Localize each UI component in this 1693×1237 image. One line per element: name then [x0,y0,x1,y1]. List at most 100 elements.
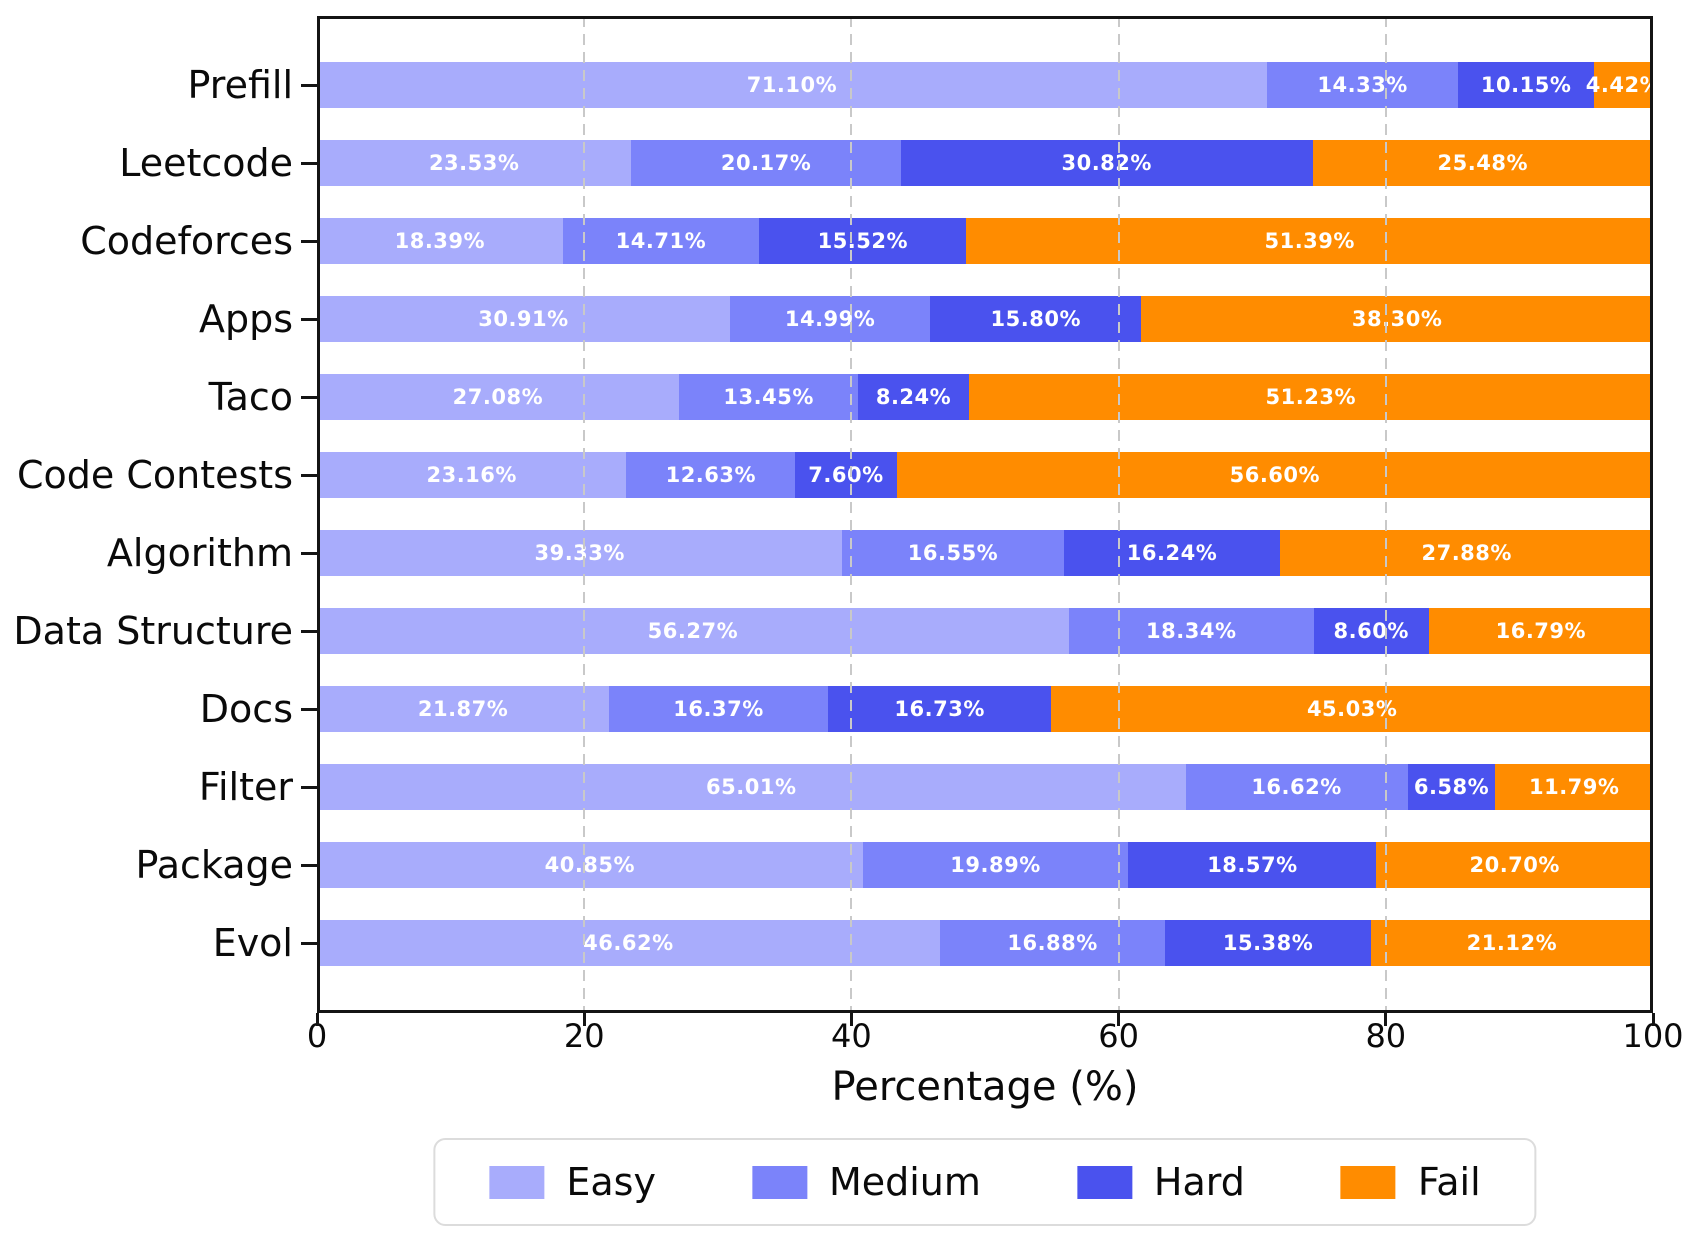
bar-segment-medium: 16.62% [1185,764,1408,810]
bar-segment-medium: 14.99% [729,296,931,342]
legend-item-fail: Fail [1340,1160,1481,1204]
y-axis-tick [301,707,317,711]
bar-value-label: 15.80% [990,307,1081,331]
bar-row-codeforces: 18.39% 14.71% 15.52% 51.39% [317,218,1653,264]
bar-segment-hard: 16.24% [1063,530,1281,576]
bar-value-label: 14.71% [615,229,707,253]
x-axis-tick [1651,1013,1655,1026]
y-axis-label-filter: Filter [198,765,293,809]
y-axis-label-data-structure: Data Structure [13,609,293,653]
bar-segment-easy: 23.16% [317,452,627,498]
bar-segment-easy: 27.08% [317,374,679,420]
legend-swatch-hard [1076,1165,1132,1199]
y-axis-tick [301,473,317,477]
bar-segment-easy: 30.91% [317,296,730,342]
bar-value-label: 20.17% [720,151,812,175]
bar-segment-easy: 56.27% [317,608,1069,654]
bar-value-label: 8.60% [1333,619,1409,643]
bar-segment-easy: 39.33% [317,530,843,576]
bar-value-label: 8.24% [875,385,952,409]
bar-segment-hard: 16.73% [827,686,1052,732]
gridline-40 [850,16,853,1013]
y-axis-tick [301,395,317,399]
bar-value-label: 16.79% [1495,619,1587,643]
bar-value-label: 23.16% [426,463,517,487]
bar-segment-medium: 13.45% [678,374,859,420]
x-axis-tick-label-0: 0 [306,1017,328,1055]
x-axis-tick [315,1013,319,1026]
bar-value-label: 18.57% [1207,853,1298,877]
legend-item-easy: Easy [489,1160,656,1204]
bar-row-algorithm: 39.33% 16.55% 16.24% 27.88% [317,530,1653,576]
bar-value-label: 23.53% [428,151,520,175]
bar-segment-medium: 19.89% [862,842,1129,888]
bar-value-label: 30.82% [1061,151,1152,175]
bar-segment-hard: 15.80% [930,296,1142,342]
bar-segment-easy: 40.85% [317,842,863,888]
bar-value-label: 51.39% [1264,229,1355,253]
bar-segment-medium: 16.37% [609,686,828,732]
bar-value-label: 21.87% [417,697,509,721]
bar-value-label: 65.01% [706,775,797,799]
y-axis-tick [301,83,317,87]
bar-row-evol: 46.62% 16.88% 15.38% 21.12% [317,920,1653,966]
gridline-80 [1384,16,1387,1013]
bar-value-label: 20.70% [1469,853,1560,877]
bar-segment-fail: 45.03% [1051,686,1653,732]
bar-value-label: 40.85% [544,853,636,877]
y-axis-tick [301,161,317,165]
bar-value-label: 7.60% [808,463,884,487]
y-axis-tick [301,629,317,633]
bar-value-label: 16.73% [894,697,985,721]
x-axis-tick [1384,1013,1388,1026]
bar-value-label: 4.42% [1585,73,1662,97]
bar-segment-hard: 7.60% [795,452,897,498]
bar-segment-fail: 51.39% [966,218,1653,264]
y-axis-label-evol: Evol [212,921,293,965]
y-axis-tick [301,941,317,945]
bar-segment-hard: 8.60% [1313,608,1429,654]
bar-segment-fail: 25.48% [1312,140,1653,186]
y-axis-label-code-contests: Code Contests [16,453,293,497]
bar-value-label: 13.45% [723,385,814,409]
legend-item-hard: Hard [1076,1160,1245,1204]
bar-segment-hard: 30.82% [900,140,1313,186]
legend: Easy Medium Hard Fail [433,1138,1537,1226]
bar-segment-easy: 21.87% [317,686,610,732]
bar-segment-hard: 6.58% [1407,764,1496,810]
bar-value-label: 56.27% [647,619,739,643]
y-axis-tick [301,785,317,789]
legend-label: Hard [1153,1160,1245,1204]
bar-segment-easy: 71.10% [317,62,1267,108]
bar-segment-medium: 14.71% [562,218,760,264]
bar-segment-medium: 14.33% [1266,62,1459,108]
y-axis-label-codeforces: Codeforces [80,219,293,263]
bar-row-apps: 30.91% 14.99% 15.80% 38.30% [317,296,1653,342]
y-axis-tick [301,239,317,243]
bar-value-label: 71.10% [746,73,838,97]
bar-row-filter: 65.01% 16.62% 6.58% 11.79% [317,764,1653,810]
bar-segment-medium: 12.63% [626,452,796,498]
bar-value-label: 45.03% [1306,697,1398,721]
bar-segment-hard: 8.24% [858,374,969,420]
y-axis-label-docs: Docs [199,687,293,731]
bar-value-label: 38.30% [1351,307,1443,331]
bar-row-package: 40.85% 19.89% 18.57% 20.70% [317,842,1653,888]
bar-value-label: 15.52% [817,229,909,253]
y-axis-label-algorithm: Algorithm [106,531,293,575]
plot-area: Prefill 71.10% 14.33% 10.15% 4.42% Leetcode 23… [13,16,1661,1026]
bar-segment-hard: 15.52% [759,218,967,264]
legend-label: Medium [828,1160,981,1204]
bar-value-label: 46.62% [583,931,674,955]
y-axis-tick [301,551,317,555]
bar-value-label: 16.24% [1126,541,1218,565]
bar-value-label: 12.63% [665,463,757,487]
legend-swatch-fail [1340,1165,1396,1199]
bar-segment-fail: 20.70% [1376,842,1653,888]
bar-value-label: 16.37% [673,697,764,721]
bar-segment-medium: 20.17% [631,140,901,186]
y-axis-label-taco: Taco [208,375,293,419]
bar-value-label: 56.60% [1229,463,1321,487]
bar-value-label: 51.23% [1265,385,1356,409]
